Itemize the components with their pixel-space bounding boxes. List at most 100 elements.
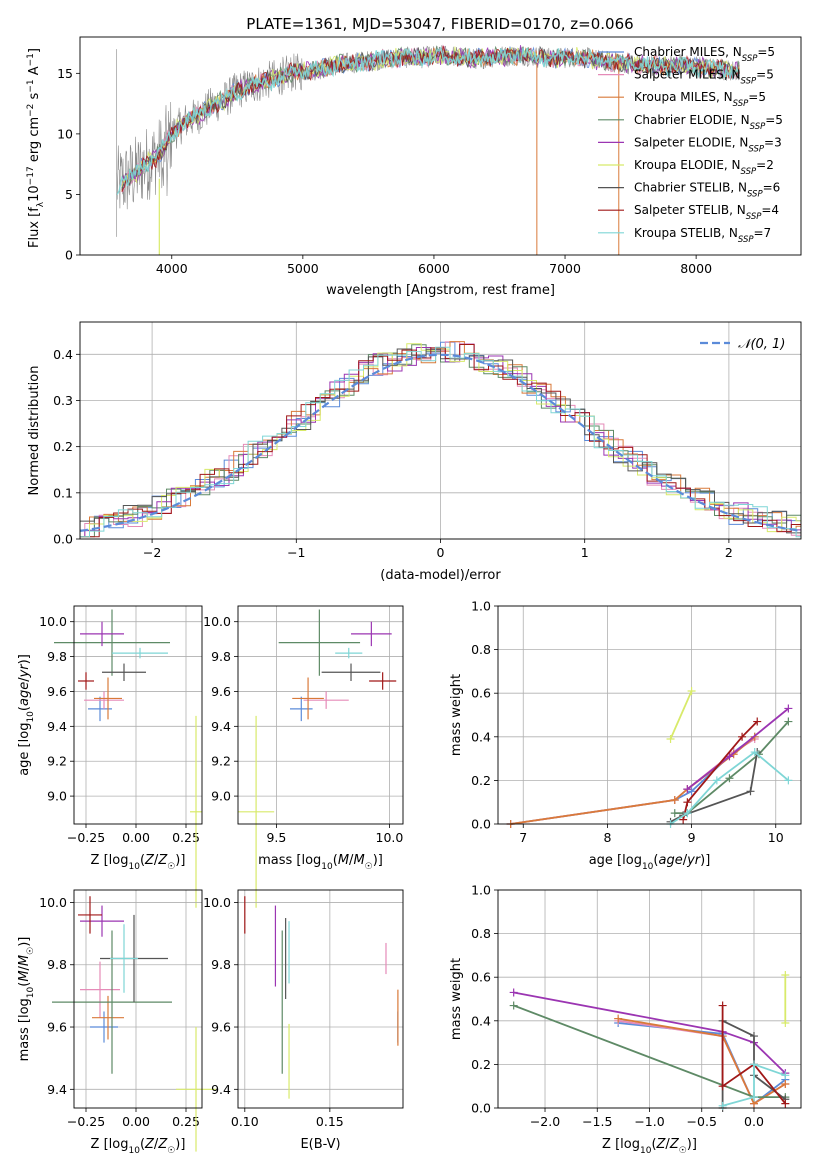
errorbar-salpeter_elodie [351, 621, 392, 647]
y-tick-label: 5 [65, 187, 73, 202]
weight-marker [718, 1082, 727, 1091]
y-axis-label: age [log10(age/yr)] [17, 654, 36, 776]
x-axis-label: wavelength [Angstrom, rest frame] [326, 283, 555, 298]
weight-marker [781, 1018, 790, 1027]
y-tick-label: 9.8 [211, 957, 231, 972]
axes-frame [73, 605, 203, 825]
weight-marker [718, 1101, 727, 1110]
weight-series-salpeter_elodie [683, 704, 793, 794]
y-axis-label: Flux [fλ10−17 erg cm−2 s−1 A−1] [26, 48, 46, 248]
gaussian-curve [80, 353, 799, 532]
x-tick-label: −0.25 [67, 830, 105, 845]
errorbar-kroupa_elodie [176, 1027, 216, 1152]
x-axis-label: Z [log10(Z/Z☉)] [91, 853, 186, 872]
weight-marker [718, 1001, 727, 1010]
x-tick-label: 5000 [287, 261, 319, 276]
x-tick-label: 8 [603, 830, 611, 845]
legend-label-chabrier_elodie: Chabrier ELODIE, NSSP=5 [634, 113, 783, 132]
y-tick-label: 9.0 [47, 789, 67, 804]
histogram-kroupa_stelib [80, 346, 801, 538]
weight-marker [509, 988, 518, 997]
errorbar-chabrier_miles [289, 696, 313, 722]
axes-frame [497, 889, 802, 1109]
y-tick-label: 15 [57, 66, 73, 81]
weight-marker [670, 796, 679, 805]
y-tick-label: 9.0 [211, 789, 231, 804]
errorbar-chabrier_elodie [278, 609, 361, 676]
x-tick-label: 10 [768, 830, 784, 845]
weight-line [669, 690, 693, 740]
errorbar-chabrier_miles [90, 1011, 118, 1043]
x-tick-label: −2.0 [530, 1114, 560, 1129]
weight-series-kroupa_elodie [666, 687, 696, 743]
y-tick-label: 9.8 [47, 957, 67, 972]
errorbar-salpeter_elodie [80, 621, 124, 647]
weight-marker [687, 687, 696, 696]
x-axis-label: Z [log10(Z/Z☉)] [91, 1137, 186, 1156]
x-tick-label: 6000 [418, 261, 450, 276]
errorbar-salpeter_miles [303, 691, 349, 709]
mass-vs-metallicity-panel: −0.25 0.00 0.25 9.4 9.6 9.8 10.0 Z [log10(Z/Z☉)… [17, 889, 216, 1156]
errorbar-chabrier_stelib [321, 663, 381, 681]
errorbar-salpeter_miles [84, 691, 124, 709]
y-tick-label: 9.8 [211, 649, 231, 664]
weight-marker [509, 1001, 518, 1010]
y-tick-label: 0.3 [53, 393, 73, 408]
weight-series-kroupa_stelib [666, 748, 793, 828]
legend-label-kroupa_miles: Kroupa MILES, NSSP=5 [634, 90, 766, 109]
weight-line [513, 991, 786, 1074]
weight-marker [679, 815, 688, 824]
weight-marker [683, 809, 692, 818]
errorbar-chabrier_elodie [52, 930, 172, 1074]
weight-series-kroupa_stelib [718, 1060, 790, 1110]
weight-line [686, 707, 789, 790]
weight-marker [683, 785, 692, 794]
y-tick-label: 0.0 [471, 1101, 491, 1116]
x-tick-label: 7000 [549, 261, 581, 276]
weight-marker [784, 776, 793, 785]
axes-frame [497, 605, 802, 825]
weight-series-chabrier_stelib [666, 748, 762, 826]
weight-marker [738, 732, 747, 741]
x-tick-label: 0.00 [122, 1114, 150, 1129]
x-axis-label: E(B-V) [300, 1137, 340, 1152]
y-tick-label: 0 [65, 248, 73, 263]
x-axis-label: (data-model)/error [380, 568, 501, 583]
legend-label-gaussian: 𝒩(0, 1) [738, 337, 785, 352]
legend-label-salpeter_elodie: Salpeter ELODIE, NSSP=3 [634, 135, 782, 154]
y-tick-label: 0.4 [471, 729, 491, 744]
y-tick-label: 9.4 [47, 719, 67, 734]
y-tick-label: 10.0 [203, 895, 231, 910]
errorbar-kroupa_miles [94, 677, 122, 720]
y-tick-label: 0.6 [471, 686, 491, 701]
legend-label-chabrier_stelib: Chabrier STELIB, NSSP=6 [634, 181, 780, 200]
y-tick-label: 9.4 [47, 1082, 67, 1097]
weight-vs-age-panel: 7 8 9 10 0.0 0.2 0.4 0.6 0.8 1.0 age [log10(age/yr… [449, 599, 802, 872]
weight-marker [784, 717, 793, 726]
weight-series-salpeter_stelib [679, 717, 762, 824]
x-tick-label: −2 [143, 545, 161, 560]
x-tick-label: 0.10 [231, 1114, 259, 1129]
errorbar-salpeter_miles [80, 961, 120, 1018]
weight-marker [750, 748, 759, 757]
x-tick-label: 0 [437, 545, 445, 560]
y-tick-label: 9.2 [211, 754, 231, 769]
y-tick-label: 9.6 [211, 684, 231, 699]
weight-marker [753, 717, 762, 726]
x-tick-label: 0.25 [172, 830, 200, 845]
weight-series-kroupa_elodie [781, 971, 790, 1027]
x-axis-label: Z [log10(Z/Z☉)] [602, 1137, 697, 1156]
x-tick-label: −0.5 [687, 1114, 717, 1129]
errorbar-kroupa_miles [292, 677, 324, 720]
spectrum-traces [116, 44, 741, 255]
residuals-histogram-panel: −2 −1 0 1 2 0.0 0.1 0.2 0.3 0.4 (data-model)/error… [27, 321, 802, 583]
axes-frame [73, 889, 203, 1109]
weight-series-kroupa_miles [614, 1014, 790, 1108]
x-tick-label: 8000 [680, 261, 712, 276]
y-tick-label: 9.2 [47, 754, 67, 769]
x-tick-label: −1.0 [634, 1114, 664, 1129]
axes-frame [237, 605, 404, 825]
age-vs-metallicity-panel: −0.25 0.00 0.25 9.0 9.2 9.4 9.6 9.8 10.0 Z [log10… [17, 605, 203, 908]
errorbar-chabrier_elodie [54, 609, 170, 676]
weight-marker [683, 798, 692, 807]
